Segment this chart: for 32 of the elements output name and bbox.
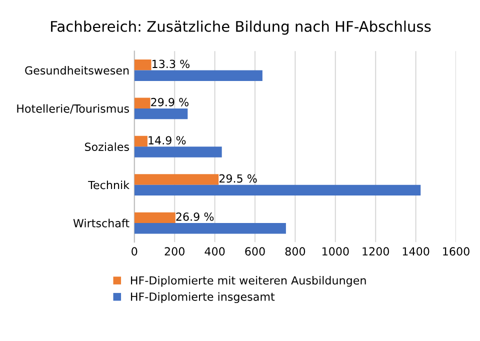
y-tick-label: Soziales — [84, 142, 129, 152]
annotation: 29.5 % — [219, 174, 257, 183]
x-tick-label: 0 — [132, 247, 138, 256]
bar — [134, 184, 421, 196]
x-tick-label: 200 — [164, 247, 184, 256]
x-tick-label: 400 — [204, 247, 225, 256]
legend-label: HF-Diplomierte insgesamt — [131, 292, 275, 304]
annotation: 14.9 % — [148, 136, 186, 145]
x-tick-label: 1600 — [443, 247, 470, 256]
chart-title: Fachbereich: Zusätzliche Bildung nach HF-Abschluss — [51, 20, 431, 35]
bar — [134, 136, 148, 147]
bar — [134, 146, 222, 158]
bar — [134, 108, 188, 120]
annotation: 26.9 % — [176, 212, 214, 221]
y-tick-label: Gesundheitswesen — [25, 66, 129, 75]
x-tick-label: 1400 — [402, 247, 430, 256]
bar — [134, 60, 152, 70]
y-tick-label: Wirtschaft — [73, 218, 130, 228]
annotation: 13.3 % — [152, 60, 190, 68]
annotation: 29.9 % — [151, 98, 188, 106]
y-tick-label: Hotellerie/Tourismus — [17, 104, 129, 114]
x-tick-label: 1000 — [322, 247, 349, 256]
y-tick-label: Technik — [88, 180, 130, 190]
bar — [134, 70, 262, 81]
bar — [134, 174, 219, 185]
bar — [134, 212, 176, 224]
x-tick-label: 600 — [245, 247, 265, 256]
bar — [134, 98, 150, 108]
legend-label: HF-Diplomierte mit weiteren Ausbildungen — [131, 276, 366, 287]
x-tick-label: 800 — [285, 247, 306, 256]
x-tick-label: 1200 — [362, 247, 389, 256]
bar — [134, 223, 286, 234]
